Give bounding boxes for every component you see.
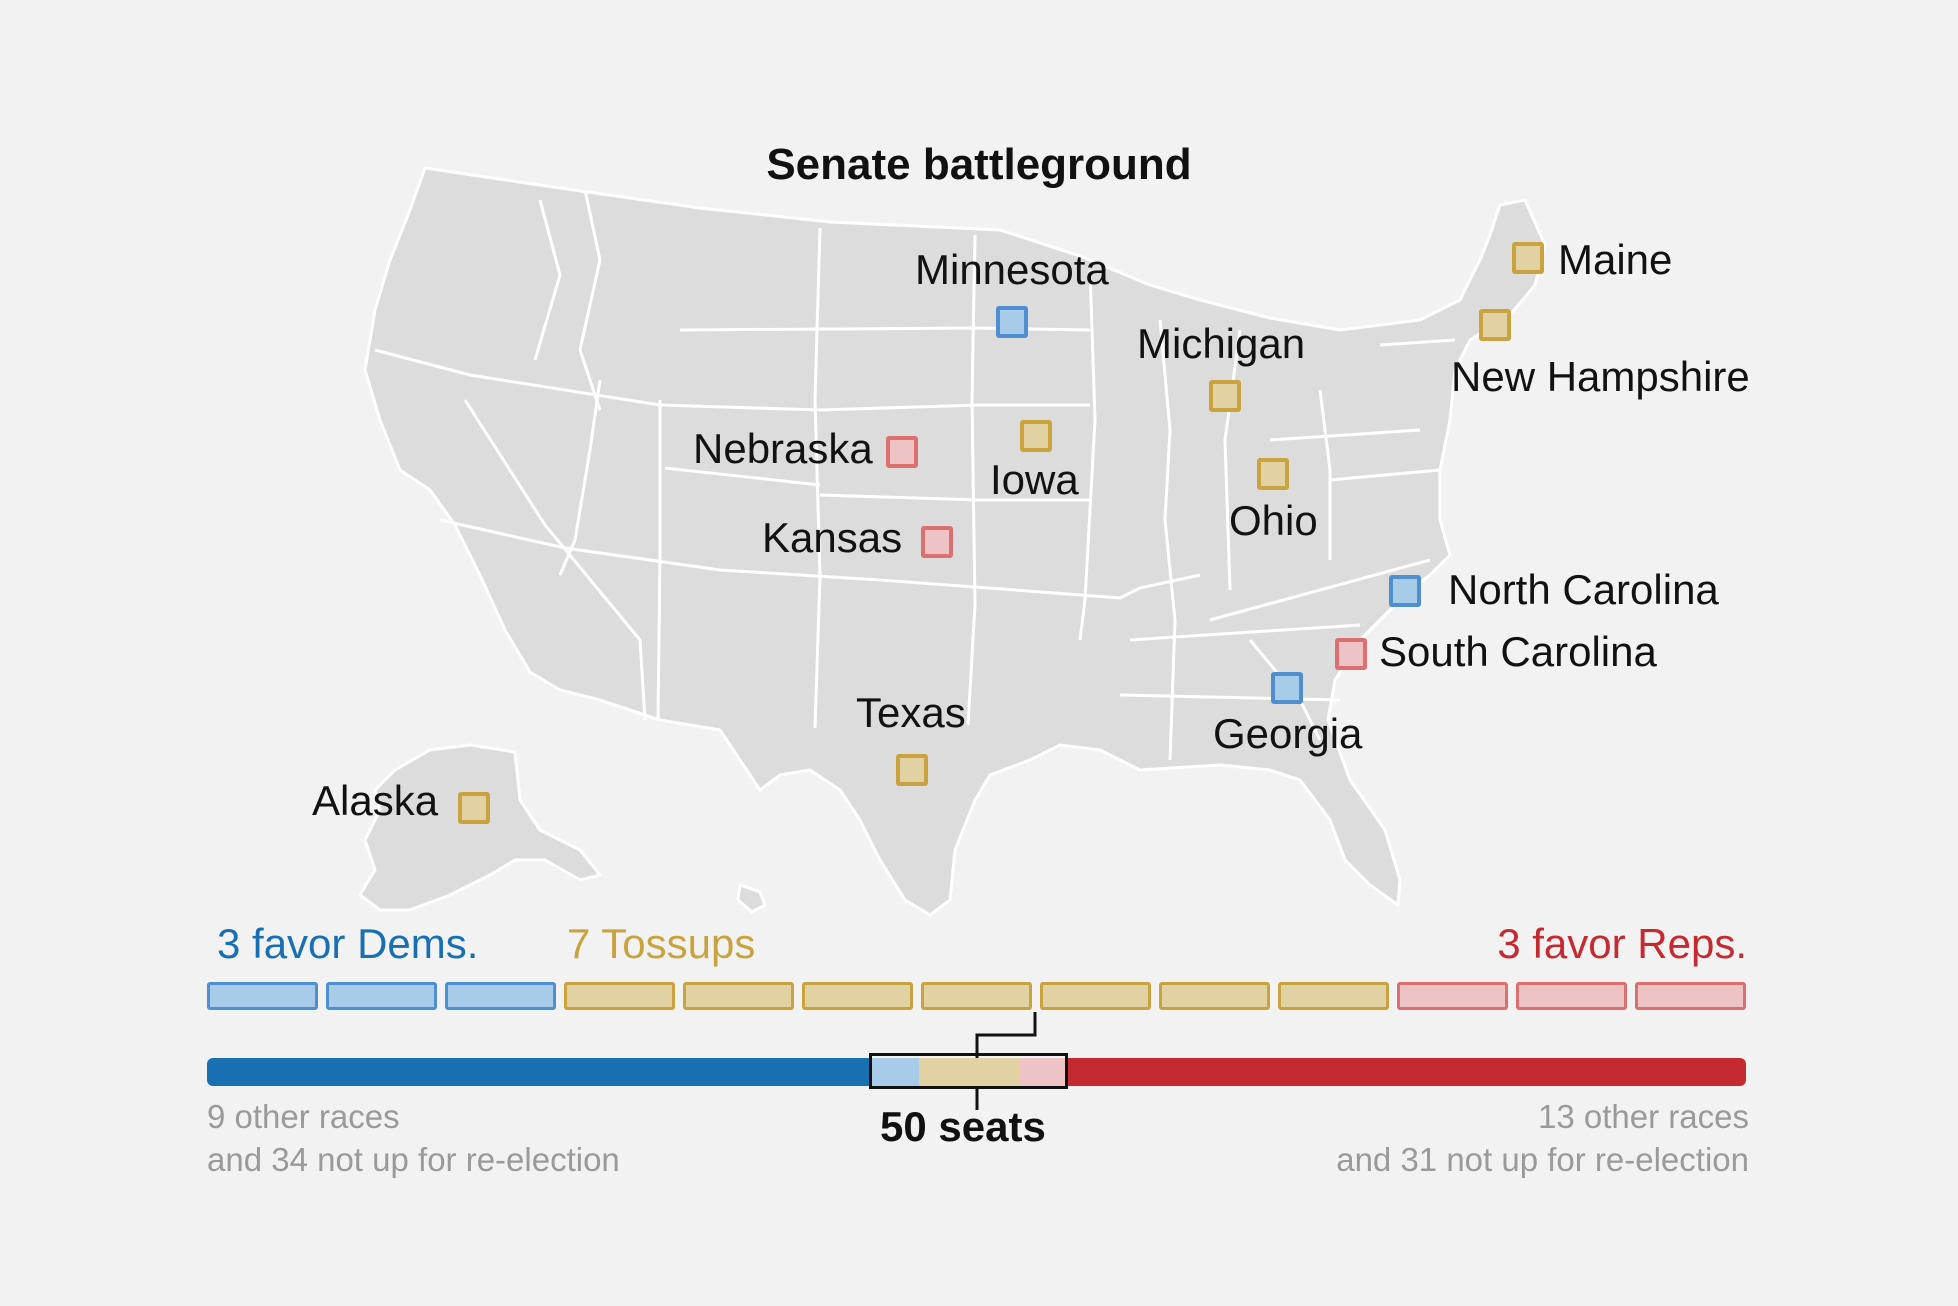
- tossup-battleground-segment: [919, 1058, 1020, 1086]
- dem-seat-bar: [207, 1058, 872, 1086]
- dem-note-line1: 9 other races: [207, 1098, 400, 1135]
- rep-note-line2: and 31 not up for re-election: [1336, 1141, 1749, 1178]
- iowa-marker: [1020, 420, 1052, 452]
- dem-other-races-note: 9 other races and 34 not up for re-elect…: [207, 1095, 620, 1181]
- minnesota-marker: [996, 306, 1028, 338]
- rep-note-line1: 13 other races: [1538, 1098, 1749, 1135]
- race-box-dem: [445, 982, 556, 1010]
- race-box-tossup: [921, 982, 1032, 1010]
- race-box-tossup: [1159, 982, 1270, 1010]
- rep-group-label: 3 favor Reps.: [1497, 920, 1747, 967]
- race-box-tossup: [802, 982, 913, 1010]
- new-hampshire-marker: [1479, 309, 1511, 341]
- race-box-tossup: [564, 982, 675, 1010]
- kansas-marker: [921, 526, 953, 558]
- race-box-tossup: [1040, 982, 1151, 1010]
- state-label-nebraska: Nebraska: [693, 425, 873, 472]
- dem-group-label: 3 favor Dems.: [217, 920, 479, 967]
- race-box-dem: [326, 982, 437, 1010]
- state-label-ohio: Ohio: [1229, 497, 1318, 544]
- race-box-rep: [1397, 982, 1508, 1010]
- state-label-minnesota: Minnesota: [915, 246, 1109, 293]
- tossup-group-label: 7 Tossups: [567, 920, 756, 967]
- dem-battleground-segment: [872, 1058, 919, 1086]
- alaska-shape: [358, 743, 602, 912]
- contiguous-us-shape: [363, 166, 1547, 917]
- race-box-rep: [1635, 982, 1746, 1010]
- rep-seat-bar: [1067, 1058, 1746, 1086]
- state-label-kansas: Kansas: [762, 514, 903, 561]
- state-label-alaska: Alaska: [312, 777, 439, 824]
- state-label-north-carolina: North Carolina: [1448, 566, 1719, 613]
- state-label-maine: Maine: [1558, 236, 1673, 283]
- state-label-iowa: Iowa: [990, 456, 1079, 503]
- state-label-south-carolina: South Carolina: [1379, 628, 1657, 675]
- race-box-tossup: [1278, 982, 1389, 1010]
- north-carolina-marker: [1389, 575, 1421, 607]
- map-landmass: [358, 166, 1547, 917]
- race-box-rep: [1516, 982, 1627, 1010]
- state-label-texas: Texas: [856, 689, 966, 736]
- michigan-marker: [1209, 380, 1241, 412]
- south-carolina-marker: [1335, 638, 1367, 670]
- rep-other-races-note: 13 other races and 31 not up for re-elec…: [1336, 1095, 1749, 1181]
- state-borders: [374, 189, 1456, 761]
- georgia-marker: [1271, 672, 1303, 704]
- majority-seats-label: 50 seats: [880, 1103, 1046, 1150]
- race-box-dem: [207, 982, 318, 1010]
- hawaii-shape: [736, 883, 767, 914]
- rep-battleground-segment: [1020, 1058, 1067, 1086]
- alaska-marker: [458, 792, 490, 824]
- battleground-outline: [869, 1053, 1068, 1089]
- nebraska-marker: [886, 436, 918, 468]
- state-label-michigan: Michigan: [1137, 320, 1306, 367]
- maine-marker: [1512, 242, 1544, 274]
- texas-marker: [896, 754, 928, 786]
- ohio-marker: [1257, 458, 1289, 490]
- state-label-new-hampshire: New Hampshire: [1451, 353, 1750, 400]
- map-title: Senate battleground: [766, 140, 1192, 189]
- dem-note-line2: and 34 not up for re-election: [207, 1141, 620, 1178]
- state-label-georgia: Georgia: [1213, 710, 1363, 757]
- race-box-tossup: [683, 982, 794, 1010]
